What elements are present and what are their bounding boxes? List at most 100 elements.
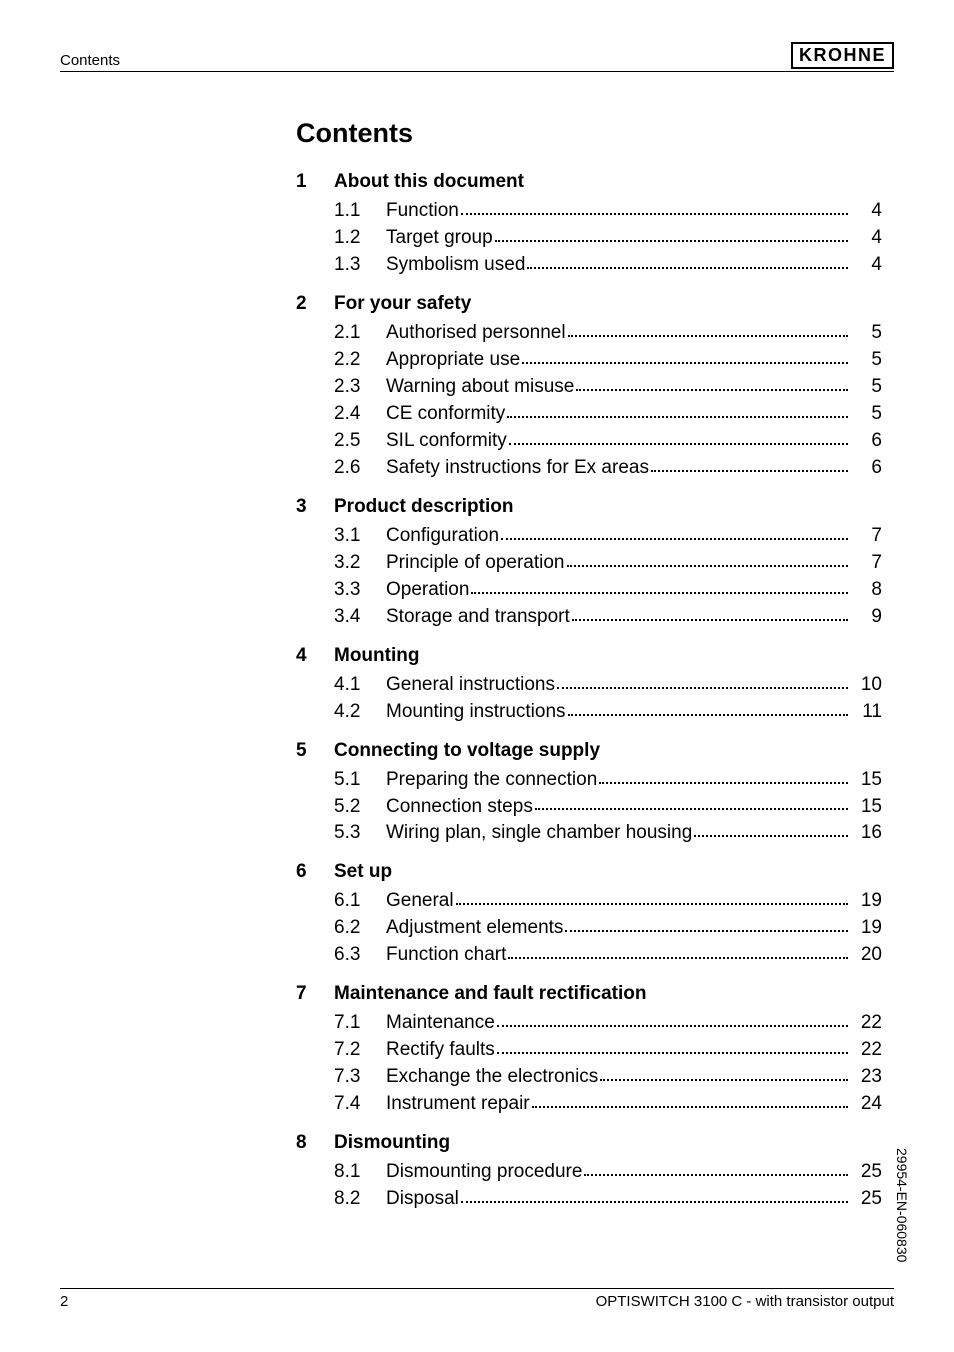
toc-entry-number: 5.1: [334, 767, 386, 794]
toc-entry-page: 6: [852, 455, 882, 482]
toc-entry-page: 22: [852, 1010, 882, 1037]
toc-entry-label: Target group: [386, 225, 493, 252]
toc-leader-dots: [600, 1079, 848, 1081]
toc-section-title: Product description: [334, 496, 882, 518]
toc-section-number: 7: [296, 983, 334, 1005]
toc-section-title: Mounting: [334, 645, 882, 667]
header-left: Contents: [60, 52, 120, 69]
toc-leader-dots: [522, 362, 848, 364]
toc-entry-page: 5: [852, 347, 882, 374]
toc-entry-number: 5.2: [334, 794, 386, 821]
toc-section: 4Mounting4.1General instructions104.2Mou…: [296, 645, 882, 726]
toc-section-title: For your safety: [334, 293, 882, 315]
toc-entry-number: 1.1: [334, 198, 386, 225]
toc-entry-number: 3.2: [334, 550, 386, 577]
toc-entry-label: General instructions: [386, 672, 555, 699]
toc-entry-label: CE conformity: [386, 401, 505, 428]
toc-entry: 7.3Exchange the electronics23: [296, 1064, 882, 1091]
toc-leader-dots: [456, 903, 848, 905]
toc-leader-dots: [497, 1052, 848, 1054]
toc-entry-page: 4: [852, 198, 882, 225]
toc-entry-page: 19: [852, 915, 882, 942]
toc-entry-label: Appropriate use: [386, 347, 520, 374]
toc-entry-number: 7.2: [334, 1037, 386, 1064]
toc-entry: 1.3Symbolism used 4: [296, 252, 882, 279]
toc-section-title: About this document: [334, 171, 882, 193]
toc-section-heading: 5Connecting to voltage supply: [296, 740, 882, 762]
toc-entry-label: Safety instructions for Ex areas: [386, 455, 649, 482]
toc-entry-page: 8: [852, 577, 882, 604]
toc-entry-label: General: [386, 888, 454, 915]
toc-entry-page: 24: [852, 1091, 882, 1118]
toc-entry: 8.1Dismounting procedure25: [296, 1159, 882, 1186]
toc-entry-page: 9: [852, 604, 882, 631]
toc-entry: 6.1General 19: [296, 888, 882, 915]
toc-leader-dots: [576, 389, 848, 391]
toc-section-number: 3: [296, 496, 334, 518]
toc-section: 8Dismounting8.1Dismounting procedure258.…: [296, 1132, 882, 1213]
toc-entry-number: 2.5: [334, 428, 386, 455]
toc-entry-number: 7.4: [334, 1091, 386, 1118]
toc-entry-number: 5.3: [334, 820, 386, 847]
toc-section: 3Product description 3.1Configuration 7 3.2…: [296, 496, 882, 631]
toc-entry-label: Instrument repair: [386, 1091, 530, 1118]
toc-entry-label: Configuration: [386, 523, 499, 550]
toc-entry-number: 6.1: [334, 888, 386, 915]
toc-leader-dots: [508, 957, 848, 959]
toc-leader-dots: [651, 470, 848, 472]
page-title: Contents: [296, 118, 882, 149]
toc-entry: 8.2Disposal25: [296, 1186, 882, 1213]
toc-entry: 2.4CE conformity5: [296, 401, 882, 428]
toc-entry-number: 7.3: [334, 1064, 386, 1091]
toc-entry-page: 4: [852, 252, 882, 279]
toc-body: Contents 1About this document 1.1Function…: [296, 118, 882, 1227]
toc-leader-dots: [507, 416, 848, 418]
toc-entry: 2.1Authorised personnel5: [296, 320, 882, 347]
toc-leader-dots: [568, 714, 848, 716]
toc-entry: 6.3Function chart20: [296, 942, 882, 969]
toc-entry-label: Maintenance: [386, 1010, 495, 1037]
toc-entry-label: Mounting instructions: [386, 699, 566, 726]
toc-entry-page: 5: [852, 401, 882, 428]
toc-entry-label: Dismounting procedure: [386, 1159, 582, 1186]
toc-entry-label: Wiring plan, single chamber housing: [386, 820, 692, 847]
toc-section-heading: 1About this document: [296, 171, 882, 193]
toc-entry-label: Symbolism used: [386, 252, 525, 279]
toc-entry-page: 20: [852, 942, 882, 969]
toc-entry: 4.2Mounting instructions11: [296, 699, 882, 726]
toc-entry-number: 2.3: [334, 374, 386, 401]
footer-page-number: 2: [60, 1293, 68, 1310]
toc-leader-dots: [461, 213, 848, 215]
toc-entry: 6.2Adjustment elements19: [296, 915, 882, 942]
toc-entry-number: 3.1: [334, 523, 386, 550]
toc-entry-number: 7.1: [334, 1010, 386, 1037]
toc-entry-page: 19: [852, 888, 882, 915]
toc-leader-dots: [532, 1106, 848, 1108]
footer-product: OPTISWITCH 3100 C - with transistor outp…: [596, 1293, 894, 1310]
toc-leader-dots: [557, 687, 848, 689]
toc-entry-label: Storage and transport: [386, 604, 570, 631]
toc-entry-page: 7: [852, 550, 882, 577]
toc-section-title: Dismounting: [334, 1132, 882, 1154]
toc-section: 6Set up6.1General196.2Adjustment element…: [296, 861, 882, 969]
toc-entry: 1.1Function4: [296, 198, 882, 225]
toc-leader-dots: [509, 443, 848, 445]
toc-entry-number: 1.2: [334, 225, 386, 252]
toc-entry: 2.2Appropriate use5: [296, 347, 882, 374]
toc-section-heading: 7Maintenance and fault rectification: [296, 983, 882, 1005]
toc-section-number: 2: [296, 293, 334, 315]
toc-entry-page: 6: [852, 428, 882, 455]
toc-section-heading: 2For your safety: [296, 293, 882, 315]
toc-entry-label: Principle of operation: [386, 550, 565, 577]
toc-entry-page: 16: [852, 820, 882, 847]
toc-section-title: Maintenance and fault rectification: [334, 983, 882, 1005]
toc-entry-number: 1.3: [334, 252, 386, 279]
toc-leader-dots: [694, 835, 848, 837]
toc-entry-number: 8.1: [334, 1159, 386, 1186]
toc-entry-page: 25: [852, 1186, 882, 1213]
toc-entry: 3.4Storage and transport 9: [296, 604, 882, 631]
toc-entry-number: 3.4: [334, 604, 386, 631]
toc-entry-label: Operation: [386, 577, 469, 604]
toc-entry-page: 23: [852, 1064, 882, 1091]
toc-section-heading: 3Product description: [296, 496, 882, 518]
